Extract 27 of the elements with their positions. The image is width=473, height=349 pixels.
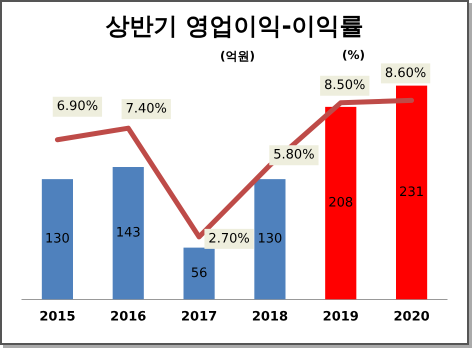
data-label: 208 xyxy=(328,196,354,211)
x-tick-label: 2016 xyxy=(110,310,146,325)
data-label: 130 xyxy=(45,232,70,247)
bar xyxy=(184,248,215,300)
x-tick-label: 2018 xyxy=(252,310,288,325)
data-label: 5.80% xyxy=(273,148,315,163)
text: (%) xyxy=(342,48,365,62)
data-label: 6.90% xyxy=(56,99,98,114)
bar xyxy=(112,167,144,300)
data-label: 8.60% xyxy=(384,66,426,81)
text: (억원) xyxy=(220,48,255,65)
bar xyxy=(396,86,428,300)
data-label: 7.40% xyxy=(126,102,167,117)
data-label: 130 xyxy=(258,232,282,247)
bar xyxy=(325,106,356,300)
chart-title: 상반기 영업이익-이익률 xyxy=(104,11,365,42)
data-label: 231 xyxy=(399,184,424,200)
data-label: 8.50% xyxy=(324,78,366,94)
x-tick-label: 2017 xyxy=(180,310,218,325)
data-label: 56 xyxy=(190,266,208,281)
bar xyxy=(42,179,73,300)
bar xyxy=(254,179,286,300)
data-label: 2.70% xyxy=(208,231,250,246)
x-tick-label: 2015 xyxy=(39,310,76,325)
x-tick-label: 2020 xyxy=(393,310,430,325)
data-label: 143 xyxy=(116,226,141,241)
x-tick-label: 2019 xyxy=(322,310,359,325)
